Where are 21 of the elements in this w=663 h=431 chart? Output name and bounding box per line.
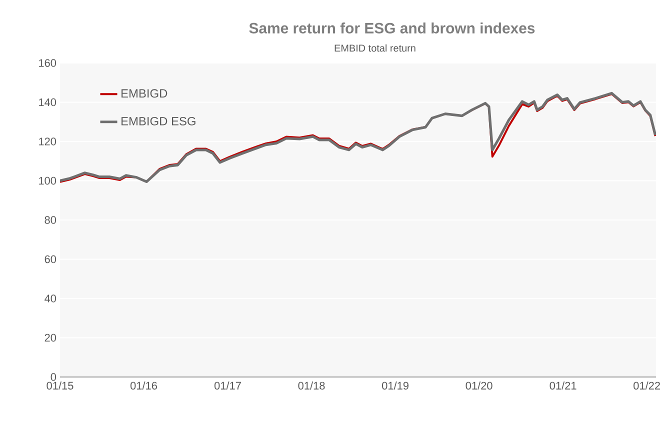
y-tick-label: 60 bbox=[44, 255, 56, 264]
x-tick-label: 01/17 bbox=[214, 382, 241, 390]
chart-title: Same return for ESG and brown indexes bbox=[249, 22, 535, 34]
y-tick-label: 0 bbox=[50, 373, 56, 381]
x-tick-label: 01/16 bbox=[130, 382, 157, 390]
legend-label: EMBIGD bbox=[122, 89, 168, 98]
y-tick-label: 120 bbox=[39, 138, 56, 146]
y-tick-label: 100 bbox=[39, 176, 56, 185]
y-tick-label: 160 bbox=[39, 59, 56, 67]
y-tick-label: 140 bbox=[39, 98, 56, 106]
y-tick-label: 20 bbox=[44, 334, 56, 342]
x-tick-label: 01/18 bbox=[298, 382, 325, 390]
x-tick-label: 01/20 bbox=[466, 382, 492, 390]
y-tick-label: 80 bbox=[44, 216, 56, 224]
chart-subtitle: EMBID total return bbox=[334, 44, 416, 52]
x-tick-label: 01/15 bbox=[46, 382, 74, 390]
x-tick-label: 01/21 bbox=[550, 382, 576, 390]
y-tick-label: 40 bbox=[44, 294, 56, 302]
x-tick-label: 01/19 bbox=[382, 382, 408, 390]
x-tick-label: 01/22 bbox=[634, 382, 660, 390]
legend-label: EMBIGD ESG bbox=[122, 116, 196, 126]
